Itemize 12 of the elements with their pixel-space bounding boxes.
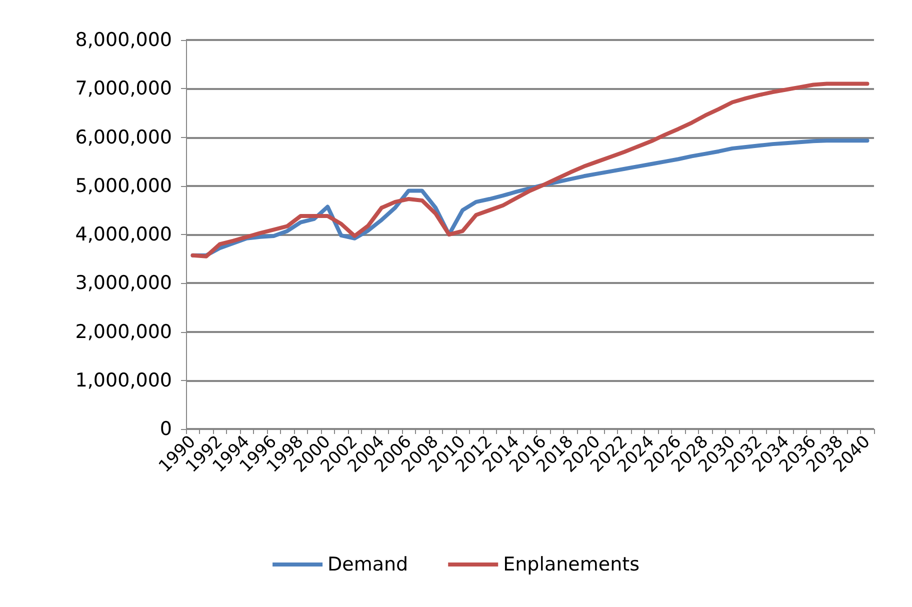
y-tick-label: 0 — [160, 418, 172, 440]
y-tick-label: 2,000,000 — [75, 320, 172, 343]
y-tick-label: 3,000,000 — [75, 272, 172, 294]
legend-label: Demand — [328, 554, 408, 576]
line-series — [190, 82, 870, 258]
legend-label: Enplanements — [503, 554, 640, 576]
y-tick-label: 7,000,000 — [75, 78, 172, 100]
y-tick-label: 8,000,000 — [75, 29, 172, 51]
y-tick-label: 4,000,000 — [75, 224, 172, 246]
y-tick-label: 1,000,000 — [75, 369, 172, 392]
y-tick-label: 6,000,000 — [75, 126, 172, 148]
y-tick-label: 5,000,000 — [75, 174, 172, 197]
